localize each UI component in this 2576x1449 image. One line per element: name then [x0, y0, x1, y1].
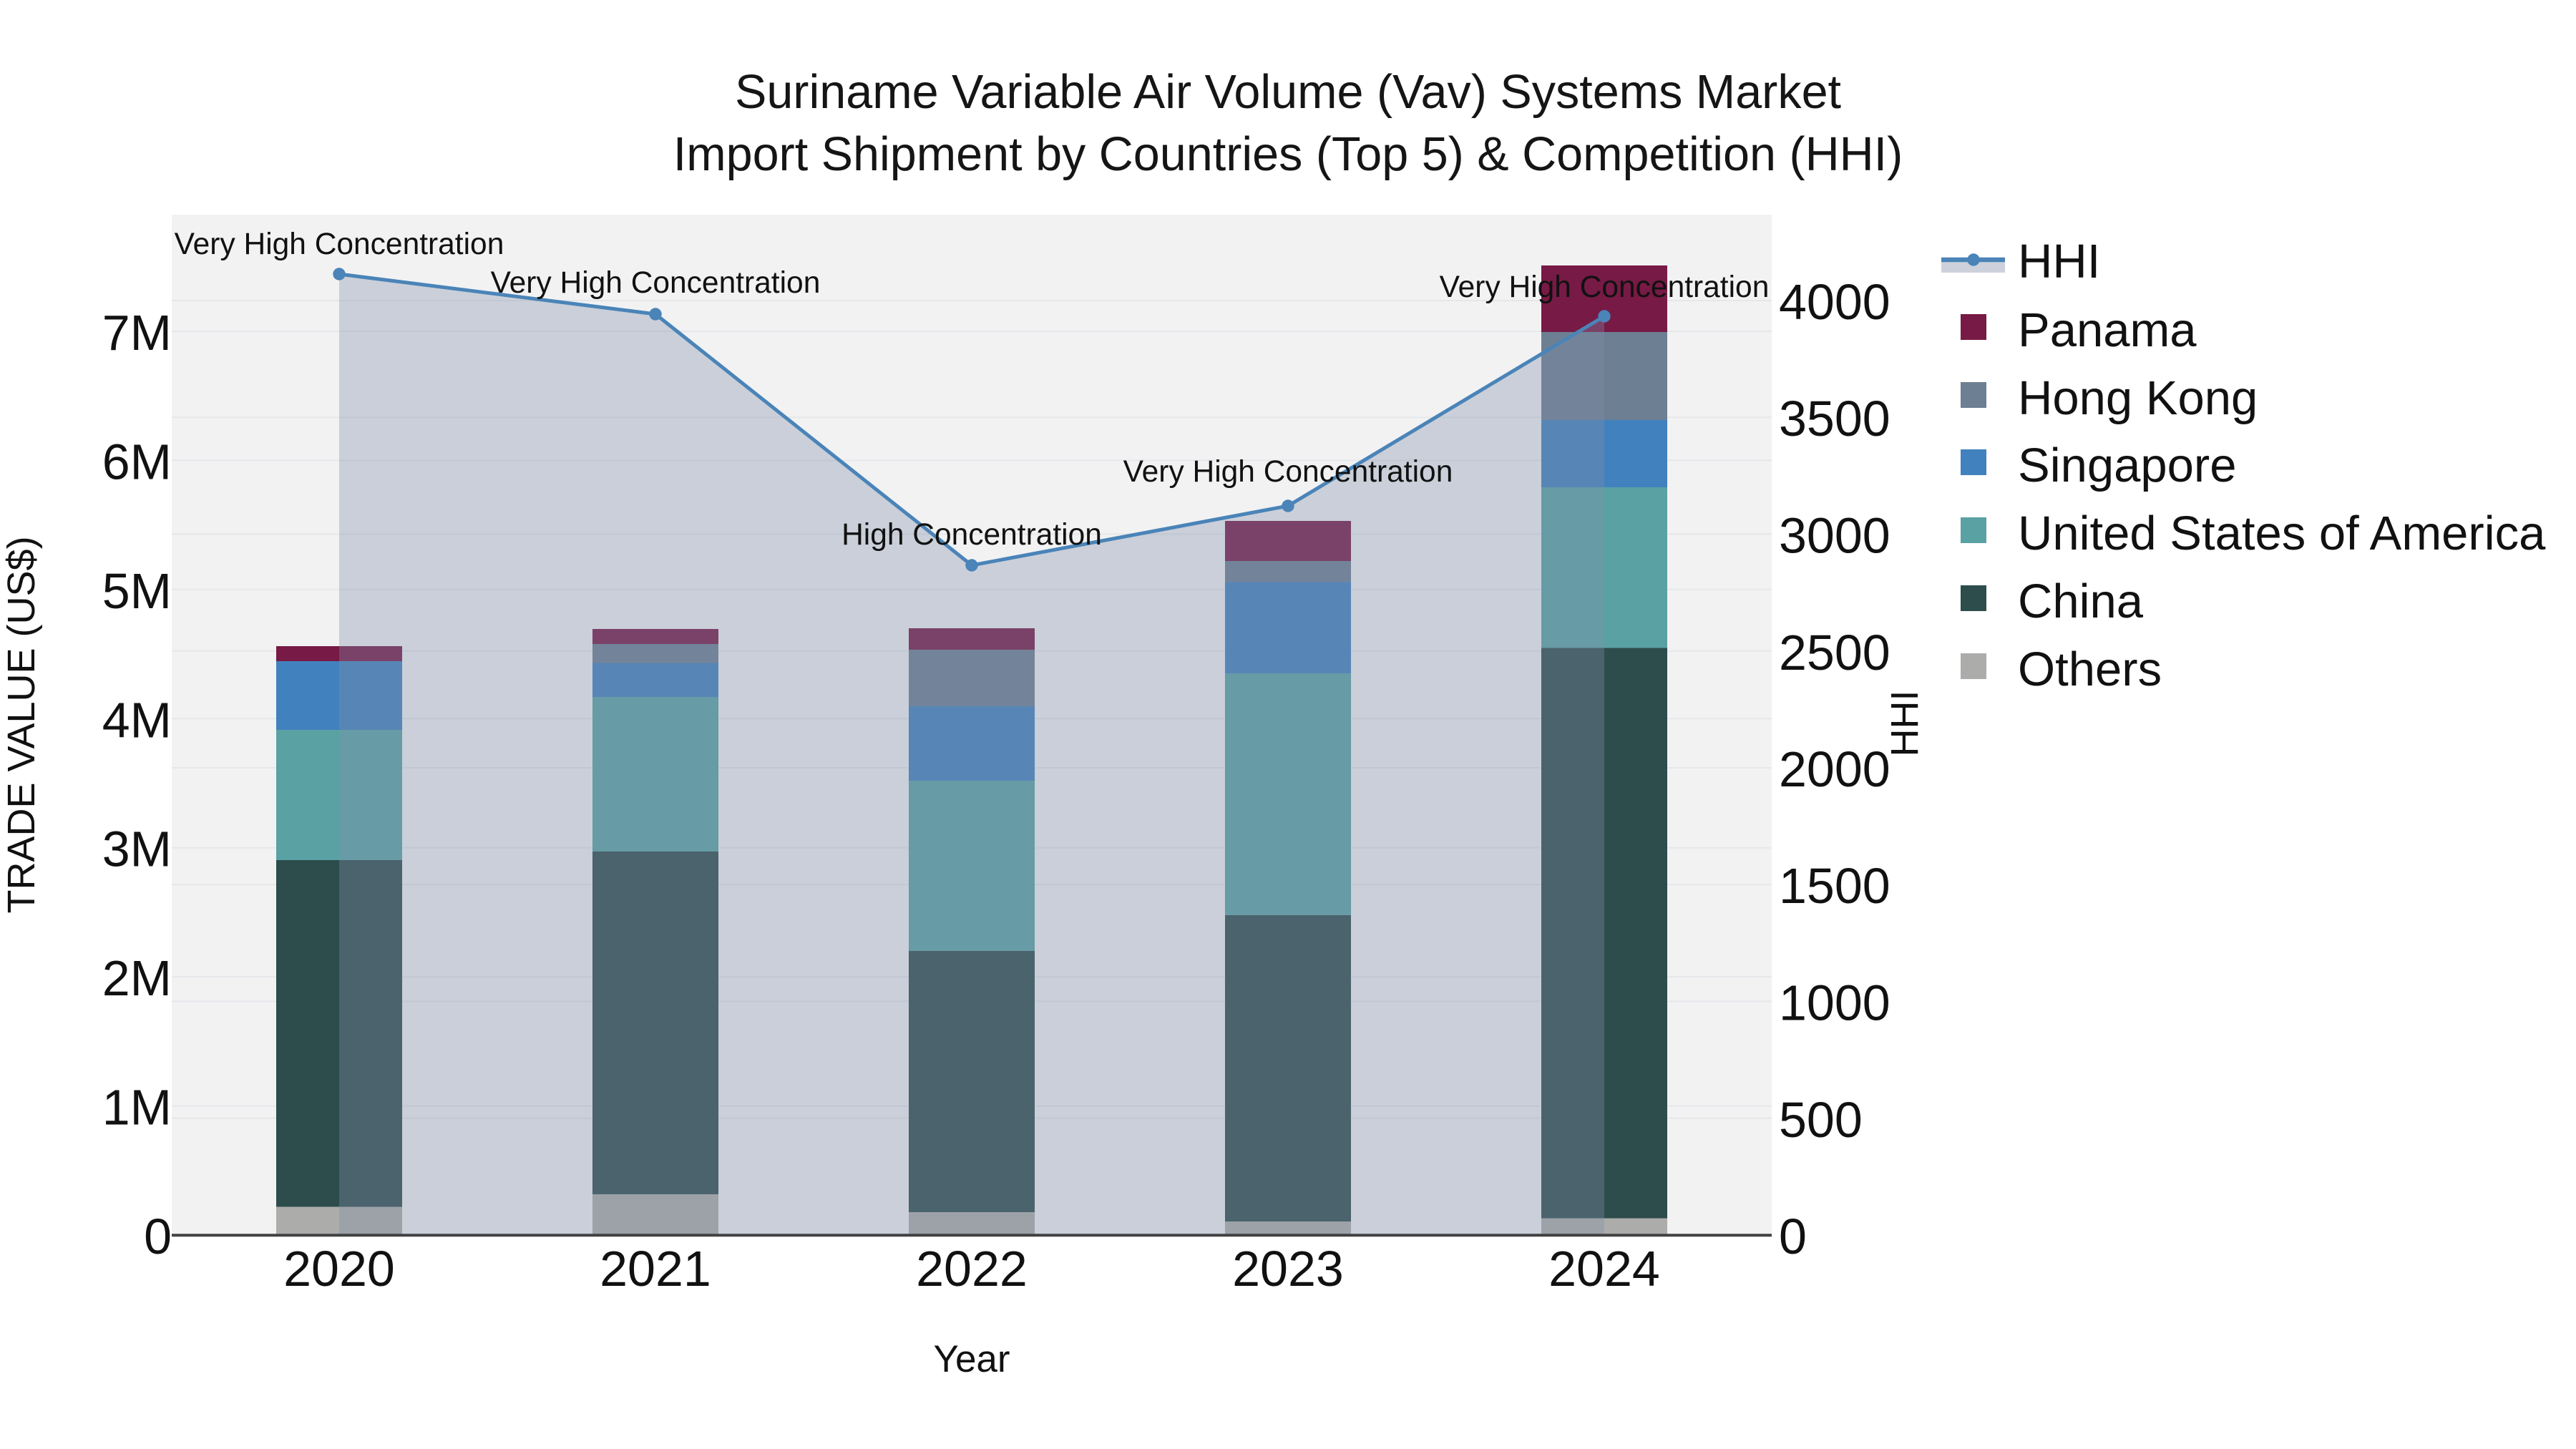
svg-text:Suriname Variable Air Volume (: Suriname Variable Air Volume (Vav) Syste…: [735, 66, 1841, 119]
svg-text:Singapore: Singapore: [2018, 439, 2236, 492]
svg-text:China: China: [2018, 575, 2144, 628]
svg-text:Year: Year: [933, 1338, 1010, 1380]
svg-text:2024: 2024: [1548, 1241, 1660, 1297]
svg-text:Very High Concentration: Very High Concentration: [491, 266, 821, 300]
svg-text:2023: 2023: [1232, 1241, 1344, 1297]
svg-text:0: 0: [144, 1209, 172, 1264]
svg-text:0: 0: [1779, 1209, 1807, 1264]
svg-text:2M: 2M: [102, 950, 172, 1006]
svg-text:5M: 5M: [102, 563, 172, 619]
svg-text:Others: Others: [2018, 643, 2162, 696]
svg-text:1500: 1500: [1779, 858, 1890, 914]
svg-text:6M: 6M: [102, 434, 172, 489]
svg-text:4M: 4M: [102, 692, 172, 748]
svg-text:7M: 7M: [102, 305, 172, 361]
svg-text:1000: 1000: [1779, 975, 1890, 1031]
svg-text:2500: 2500: [1779, 625, 1890, 680]
svg-text:2022: 2022: [916, 1241, 1028, 1297]
svg-text:United States of America: United States of America: [2018, 507, 2546, 560]
svg-text:Hong Kong: Hong Kong: [2018, 371, 2258, 425]
svg-text:2000: 2000: [1779, 741, 1890, 797]
svg-text:3M: 3M: [102, 821, 172, 877]
svg-text:High Concentration: High Concentration: [841, 518, 1102, 552]
svg-text:Very High Concentration: Very High Concentration: [1123, 455, 1453, 489]
svg-text:2020: 2020: [283, 1241, 395, 1297]
svg-text:Panama: Panama: [2018, 303, 2197, 357]
svg-text:3500: 3500: [1779, 391, 1890, 447]
svg-text:3000: 3000: [1779, 508, 1890, 564]
svg-text:1M: 1M: [102, 1080, 172, 1136]
svg-text:HHI: HHI: [1883, 691, 1926, 757]
svg-text:TRADE VALUE (US$): TRADE VALUE (US$): [0, 536, 43, 913]
svg-text:2021: 2021: [600, 1241, 711, 1297]
svg-text:Very High Concentration: Very High Concentration: [1440, 270, 1770, 304]
svg-text:500: 500: [1779, 1092, 1863, 1148]
svg-text:HHI: HHI: [2018, 235, 2100, 288]
svg-text:Very High Concentration: Very High Concentration: [175, 228, 504, 261]
svg-text:Import Shipment by Countries (: Import Shipment by Countries (Top 5) & C…: [673, 128, 1903, 181]
svg-text:4000: 4000: [1779, 274, 1890, 330]
